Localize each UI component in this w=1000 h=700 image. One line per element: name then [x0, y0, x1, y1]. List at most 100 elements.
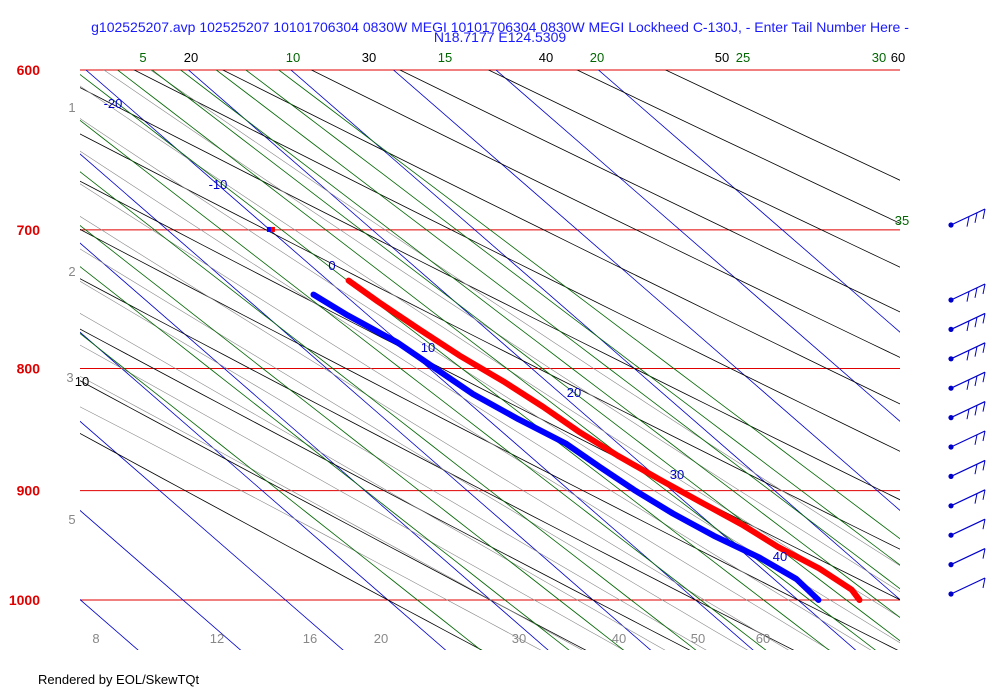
- wind-barb-feather: [982, 372, 986, 383]
- wind-barb-feather: [982, 313, 986, 324]
- height-tick-label: 1: [68, 100, 75, 115]
- isotherm-tick-label: 20: [567, 385, 581, 400]
- moist-adiabat-line: [80, 183, 831, 650]
- mixing-ratio-line: [245, 70, 900, 566]
- isotherm-tick-label: 40: [773, 549, 787, 564]
- isotherm-tick-label: 30: [670, 467, 684, 482]
- mixing-ratio-tick-label: 15: [438, 50, 452, 65]
- wind-barb: [948, 577, 986, 597]
- dry-adiabat-line: [487, 70, 900, 268]
- chart-title: g102525207.avp 102525207 10101706304 083…: [91, 19, 909, 35]
- wind-barb-shaft: [950, 312, 986, 330]
- wind-barb-feather: [974, 375, 978, 387]
- wind-barb-feather: [982, 430, 986, 442]
- mixing-ratio-tick-label: 20: [590, 50, 604, 65]
- wind-barb-feather: [982, 460, 986, 471]
- render-credit: Rendered by EOL/SkewTQt: [38, 672, 200, 687]
- wind-barb-feather: [982, 283, 986, 295]
- mixing-ratio-line: [80, 266, 570, 650]
- wind-barb-feather: [974, 493, 978, 504]
- isobar-lines: [80, 69, 900, 601]
- moist-adiabat-line: [80, 216, 789, 650]
- bottom-tick-label: 50: [691, 631, 705, 646]
- wind-barb-shaft: [950, 577, 986, 595]
- isotherm-line: [290, 70, 900, 601]
- wind-barb-feather: [974, 464, 978, 475]
- wind-barb-shaft: [950, 430, 986, 448]
- dry-adiabat-tick-label: 60: [891, 50, 905, 65]
- dry-adiabat-lines: [80, 70, 900, 650]
- dry-adiabat-line: [576, 70, 900, 224]
- wind-barb-feather: [982, 401, 986, 412]
- mixing-ratio-line: [278, 70, 900, 540]
- mixing-ratio-line: [180, 70, 900, 618]
- dry-adiabat-line: [399, 70, 900, 313]
- height-tick-label: 2: [68, 264, 75, 279]
- wind-barb-feather: [982, 342, 986, 353]
- isotherm-line: [0, 0, 36, 651]
- wind-barb-shaft: [950, 371, 986, 389]
- isotherm-line: [597, 70, 900, 333]
- bottom-tick-label: 16: [303, 631, 317, 646]
- wind-barb-feather: [974, 346, 978, 357]
- wind-barb: [948, 283, 986, 303]
- dry-adiabat-line: [80, 180, 900, 601]
- dry-adiabat-line: [133, 70, 900, 452]
- moist-adiabat-line: [80, 150, 872, 650]
- dry-adiabat-tick-label: 30: [362, 50, 376, 65]
- wind-barb: [948, 208, 986, 228]
- dry-adiabat-line: [80, 133, 900, 550]
- wind-barb-feather: [974, 317, 978, 328]
- wind-barb: [948, 489, 986, 509]
- moist-adiabat-line: [80, 344, 625, 650]
- mixing-ratio-line: [80, 73, 830, 650]
- bottom-tick-label: 12: [210, 631, 224, 646]
- dewpoint-marker: [266, 226, 271, 232]
- wind-barb-feather: [974, 405, 978, 416]
- mixing-ratio-line: [151, 70, 900, 642]
- dry-adiabat-line: [80, 433, 483, 650]
- temperature-profile-line: [345, 277, 863, 603]
- pressure-tick-label: 1000: [9, 592, 40, 608]
- isotherm-line: [495, 70, 900, 422]
- pressure-tick-label: 600: [17, 62, 41, 78]
- dry-adiabat-tick-label: 40: [539, 50, 553, 65]
- wind-barb: [948, 548, 986, 568]
- mixing-ratio-line: [80, 224, 625, 650]
- bottom-tick-label: 8: [92, 631, 99, 646]
- wind-barb-shaft: [950, 208, 986, 226]
- mixing-ratio-tick-label: 35: [895, 213, 909, 228]
- sounding-profiles: [266, 226, 863, 603]
- isotherm-lines: [0, 0, 900, 651]
- wind-barb: [948, 312, 986, 332]
- wind-barb-shaft: [950, 401, 986, 419]
- wind-barb-shaft: [950, 548, 986, 566]
- isotherm-tick-label: -20: [104, 96, 123, 111]
- wind-barb-feather: [982, 519, 986, 530]
- wind-barb-station: [948, 532, 954, 538]
- mixing-ratio-lines: [80, 70, 900, 650]
- moist-adiabat-line: [80, 406, 542, 650]
- mixing-ratio-line: [116, 70, 876, 650]
- wind-barb-feather: [966, 320, 970, 332]
- isotherm-line: [85, 70, 754, 650]
- wind-barb-shaft: [950, 518, 986, 536]
- wind-barb: [948, 518, 986, 538]
- bottom-tick-label: 40: [612, 631, 626, 646]
- wind-barb-feather: [982, 548, 986, 559]
- dry-adiabat-line: [80, 328, 691, 650]
- mixing-ratio-line: [80, 332, 482, 650]
- isotherm-tick-label: -10: [209, 177, 228, 192]
- isotherm-line: [80, 153, 652, 650]
- wind-barb-feather: [982, 208, 986, 220]
- isotherm-line: [80, 331, 447, 650]
- isotherm-tick-label: 0: [328, 258, 335, 273]
- height-tick-label: 3: [66, 370, 73, 385]
- wind-barb: [948, 342, 986, 362]
- dry-adiabat-tick-label: 10: [75, 374, 89, 389]
- moist-adiabat-line: [80, 280, 707, 650]
- wind-barb-shaft: [950, 459, 986, 477]
- moist-adiabat-line: [80, 85, 900, 618]
- dry-adiabat-line: [80, 87, 900, 501]
